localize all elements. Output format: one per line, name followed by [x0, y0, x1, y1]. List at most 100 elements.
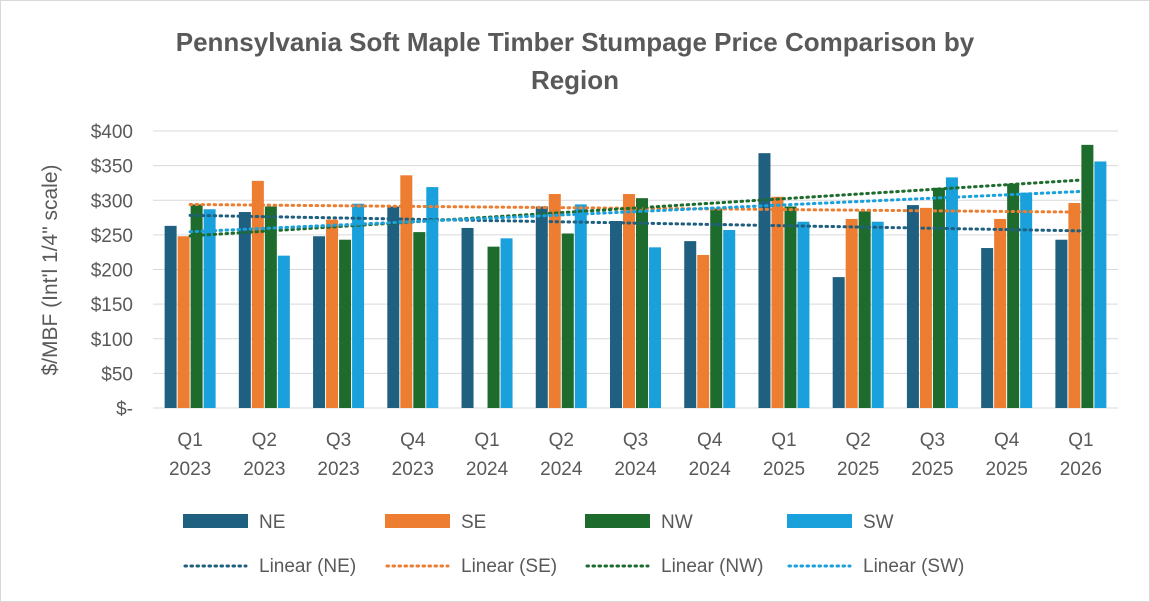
x-tick-year: 2023	[392, 459, 434, 480]
bar-ne	[906, 205, 919, 408]
x-tick-year: 2024	[689, 459, 732, 480]
x-tick-quarter: Q1	[177, 430, 202, 451]
x-tick-quarter: Q3	[623, 430, 648, 451]
y-tick-label: $150	[91, 295, 133, 316]
x-tick-quarter: Q1	[1068, 430, 1093, 451]
legend-trend-label-se: Linear (SE)	[461, 556, 557, 577]
x-tick-year: 2025	[911, 459, 953, 480]
bar-se	[697, 254, 710, 408]
bar-nw	[1007, 183, 1020, 408]
y-tick-label: $200	[91, 261, 133, 282]
x-tick-quarter: Q2	[549, 430, 574, 451]
bar-sw	[649, 247, 661, 408]
x-tick-year: 2024	[540, 459, 583, 480]
bar-ne	[535, 206, 548, 408]
x-tick-quarter: Q3	[920, 430, 945, 451]
x-tick-year: 2025	[986, 459, 1028, 480]
bar-ne	[461, 227, 474, 408]
bar-ne	[313, 236, 326, 408]
chart-title-line1: Pennsylvania Soft Maple Timber Stumpage …	[176, 27, 975, 57]
x-tick-year: 2024	[614, 459, 657, 480]
bar-nw	[413, 232, 426, 408]
bars	[164, 144, 1107, 408]
y-tick-label: $350	[91, 157, 133, 178]
bar-sw	[426, 187, 439, 408]
bar-ne	[610, 221, 622, 408]
bar-sw	[945, 177, 958, 408]
chart-title-line2: Region	[531, 65, 619, 95]
bar-se	[400, 175, 413, 408]
bar-se	[1068, 203, 1081, 408]
y-tick-label: $50	[101, 364, 133, 385]
legend-swatch-sw	[787, 514, 852, 528]
bar-se	[623, 194, 635, 408]
bar-nw	[1081, 144, 1094, 408]
x-tick-year: 2025	[837, 459, 879, 480]
x-ticks: Q1 2023 Q2 2023 Q3 2023 Q4 2023 Q1 2024 Q2 2024 Q3 20…	[169, 430, 1102, 480]
x-tick-year: 2023	[169, 459, 211, 480]
bar-nw	[636, 198, 648, 408]
bar-sw	[797, 221, 810, 408]
bar-sw	[723, 230, 736, 408]
x-tick-year: 2026	[1060, 459, 1102, 480]
bar-ne	[684, 241, 697, 408]
bar-nw	[784, 206, 797, 408]
bar-se	[994, 218, 1007, 408]
bar-ne	[832, 277, 845, 408]
legend-label-ne: NE	[259, 512, 285, 533]
legend-swatch-nw	[585, 514, 650, 528]
x-tick-year: 2023	[317, 459, 359, 480]
bar-sw	[1094, 161, 1107, 408]
bar-se	[251, 180, 264, 408]
y-tick-label: $300	[91, 191, 133, 212]
legend-label-se: SE	[461, 512, 486, 533]
legend-trend-label-ne: Linear (NE)	[259, 556, 356, 577]
y-tick-label: $100	[91, 330, 133, 351]
legend-label-nw: NW	[661, 512, 693, 533]
trendline-nw	[188, 178, 1083, 238]
bar-sw	[871, 221, 884, 408]
trendlines	[188, 178, 1083, 238]
bar-se	[326, 219, 339, 408]
bar-ne	[238, 212, 251, 408]
bar-nw	[264, 206, 277, 408]
bar-nw	[858, 211, 871, 408]
y-tick-label: $400	[91, 122, 133, 143]
x-tick-quarter: Q4	[400, 430, 426, 451]
bar-ne	[164, 225, 177, 408]
legend: NE SE NW SW Linear (NE) Linear (SE) Linear (NW…	[183, 512, 964, 577]
bar-se	[177, 236, 190, 408]
y-ticks: $400 $350 $300 $250 $200 $150 $100 $50 $-	[91, 122, 133, 420]
x-tick-quarter: Q3	[326, 430, 351, 451]
bar-ne	[758, 153, 771, 408]
bar-nw	[932, 187, 945, 408]
y-tick-label: $250	[91, 226, 133, 247]
trendline-ne	[188, 213, 1083, 233]
x-tick-quarter: Q1	[474, 430, 499, 451]
y-tick-label: $-	[116, 399, 133, 420]
trendline-sw	[188, 189, 1083, 234]
bar-nw	[487, 246, 500, 408]
bar-nw	[190, 204, 203, 408]
bar-nw	[561, 233, 574, 408]
bar-se	[771, 196, 784, 408]
bar-nw	[339, 239, 352, 408]
bar-ne	[1055, 239, 1068, 408]
x-tick-quarter: Q2	[846, 430, 871, 451]
y-axis-label: $/MBF (Int'l 1/4" scale)	[39, 164, 62, 375]
legend-trend-label-sw: Linear (SW)	[863, 556, 964, 577]
legend-trend-label-nw: Linear (NW)	[661, 556, 763, 577]
bar-nw	[710, 208, 723, 408]
bar-sw	[500, 238, 513, 408]
legend-label-sw: SW	[863, 512, 894, 533]
x-tick-quarter: Q2	[252, 430, 277, 451]
x-tick-year: 2023	[243, 459, 285, 480]
x-tick-quarter: Q1	[771, 430, 796, 451]
bar-ne	[387, 206, 400, 408]
x-tick-quarter: Q4	[994, 430, 1020, 451]
legend-swatch-ne	[183, 514, 248, 528]
bar-se	[845, 218, 858, 408]
x-tick-year: 2024	[466, 459, 509, 480]
x-tick-year: 2025	[763, 459, 805, 480]
